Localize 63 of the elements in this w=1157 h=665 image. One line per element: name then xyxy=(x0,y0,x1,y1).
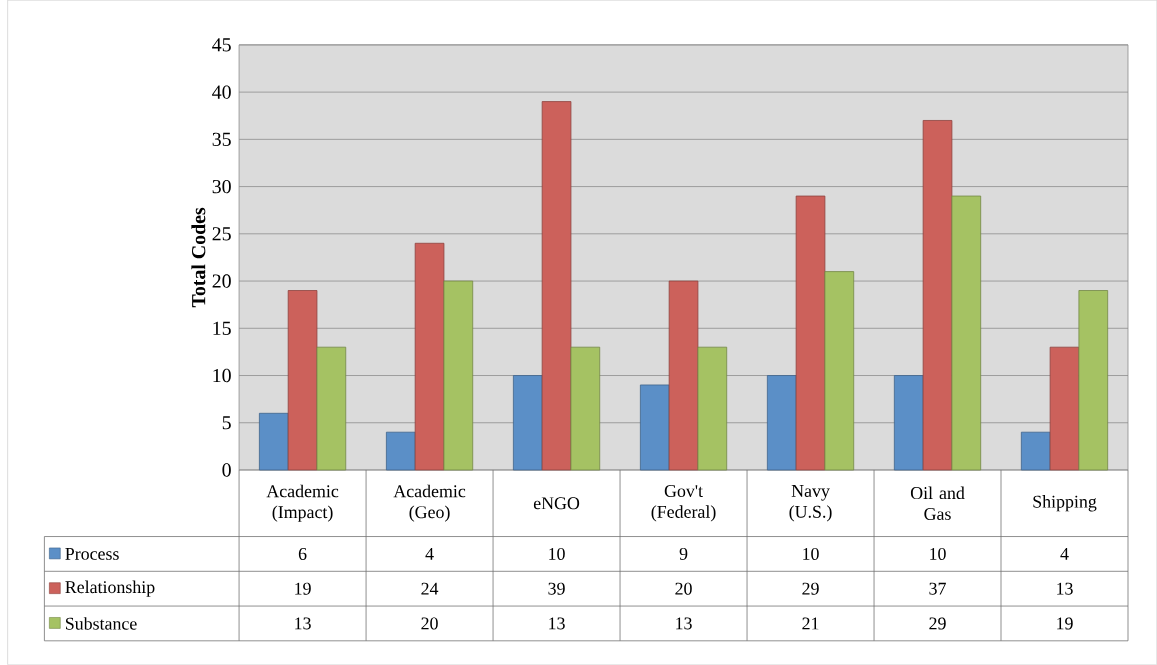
data-label: 10 xyxy=(930,547,946,561)
data-label: 19 xyxy=(1057,617,1073,630)
y-axis-title: Total Codes xyxy=(191,207,206,308)
data-label: 13 xyxy=(549,617,565,630)
bar xyxy=(639,384,670,471)
data-label: 39 xyxy=(548,582,565,595)
bar xyxy=(287,290,318,471)
data-label: 19 xyxy=(295,582,311,595)
data-label: 13 xyxy=(1057,582,1073,595)
y-tick-label: 20 xyxy=(212,274,231,288)
bar xyxy=(443,280,474,471)
bar xyxy=(893,375,924,471)
x-tick-label: Academic (Impact) xyxy=(266,484,339,522)
legend-label: Process xyxy=(65,548,119,560)
x-tick-label: Oil and Gas xyxy=(910,486,965,521)
bar xyxy=(1078,290,1109,471)
bar xyxy=(668,280,699,471)
bar xyxy=(795,195,826,471)
data-label: 29 xyxy=(802,582,819,595)
data-label: 4 xyxy=(425,548,434,560)
x-tick-label: Academic (Geo) xyxy=(393,484,466,522)
y-tick-label: 45 xyxy=(212,38,231,52)
data-label: 13 xyxy=(676,617,692,630)
y-tick-label: 35 xyxy=(212,132,231,147)
data-label: 24 xyxy=(421,582,439,595)
bar xyxy=(316,346,347,471)
data-label: 4 xyxy=(1060,548,1069,560)
data-label: 10 xyxy=(549,547,565,561)
bar xyxy=(414,242,445,471)
bar xyxy=(1020,431,1051,471)
y-tick-label: 30 xyxy=(212,179,231,194)
bar xyxy=(951,195,982,471)
y-tick-label: 15 xyxy=(213,321,231,335)
x-tick-label: eNGO xyxy=(533,497,580,510)
legend-label: Substance xyxy=(65,617,137,630)
bar xyxy=(697,346,728,471)
data-label: 6 xyxy=(298,547,307,560)
bar xyxy=(766,375,797,471)
bar xyxy=(385,431,416,471)
bar xyxy=(541,101,572,471)
x-tick-label: Gov't (Federal) xyxy=(651,485,716,522)
y-tick-label: 40 xyxy=(212,85,231,99)
data-label: 13 xyxy=(295,617,311,630)
data-label: 9 xyxy=(679,547,688,560)
bar xyxy=(824,271,855,471)
data-label: 20 xyxy=(421,617,438,630)
bar xyxy=(922,120,953,471)
y-tick-label: 5 xyxy=(222,416,231,430)
data-label: 10 xyxy=(803,547,819,561)
data-label: 37 xyxy=(929,582,946,595)
bar xyxy=(570,346,601,471)
data-label: 21 xyxy=(802,617,819,630)
bar xyxy=(1049,346,1080,471)
data-label: 29 xyxy=(929,617,946,630)
y-tick-label: 10 xyxy=(213,368,231,383)
data-label: 20 xyxy=(675,582,692,595)
legend-label: Relationship xyxy=(65,580,155,597)
y-tick-label: 0 xyxy=(222,463,231,477)
bar xyxy=(512,375,543,471)
y-tick-label: 25 xyxy=(212,227,231,241)
x-tick-label: Shipping xyxy=(1033,495,1097,512)
x-tick-label: Navy (U.S.) xyxy=(789,485,832,522)
bar xyxy=(258,412,289,471)
